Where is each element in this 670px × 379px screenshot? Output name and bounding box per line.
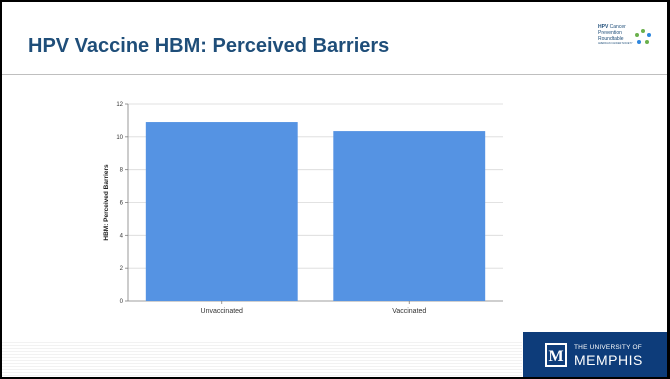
slide-title: HPV Vaccine HBM: Perceived Barriers <box>28 35 390 57</box>
y-tick-label: 10 <box>116 135 123 141</box>
memphis-m-mark-icon: M <box>545 343 567 367</box>
university-line1: THE UNIVERSITY OF <box>574 344 642 351</box>
x-tick-label: Vaccinated <box>392 308 426 315</box>
logo-tagline: AMERICAN CANCER SOCIETY <box>598 42 633 45</box>
logo-line1-bold: HPV <box>598 24 609 30</box>
y-axis-label: HBM: Perceived Barriers <box>103 164 110 241</box>
x-tick-label: Unvaccinated <box>201 308 244 315</box>
bar-unvaccinated <box>145 122 298 301</box>
bar-chart: 0 2 4 6 8 10 12 Unvaccinated Vaccinated HBM: Perc… <box>103 102 503 315</box>
y-tick-label: 6 <box>120 201 124 207</box>
title-divider <box>2 74 667 75</box>
logo-line1-rest: Cancer <box>608 24 626 30</box>
y-tick-label: 4 <box>120 233 124 239</box>
memphis-mark-letter: M <box>548 348 563 365</box>
y-tick-label: 0 <box>120 299 124 305</box>
people-circle-icon <box>635 29 651 44</box>
y-tick-label: 12 <box>116 102 123 108</box>
university-of-memphis-logo: M THE UNIVERSITY OF MEMPHIS <box>523 332 667 377</box>
logo-line2: Prevention <box>598 30 622 36</box>
y-tick-label: 2 <box>120 266 124 272</box>
hpv-roundtable-logo: HPV Cancer Prevention Roundtable AMERICA… <box>598 24 652 56</box>
bar-vaccinated <box>333 131 486 301</box>
logo-line3: Roundtable <box>598 36 624 42</box>
footer-decoration <box>2 342 522 377</box>
y-tick-label: 8 <box>120 168 124 174</box>
university-line2: MEMPHIS <box>574 352 643 368</box>
